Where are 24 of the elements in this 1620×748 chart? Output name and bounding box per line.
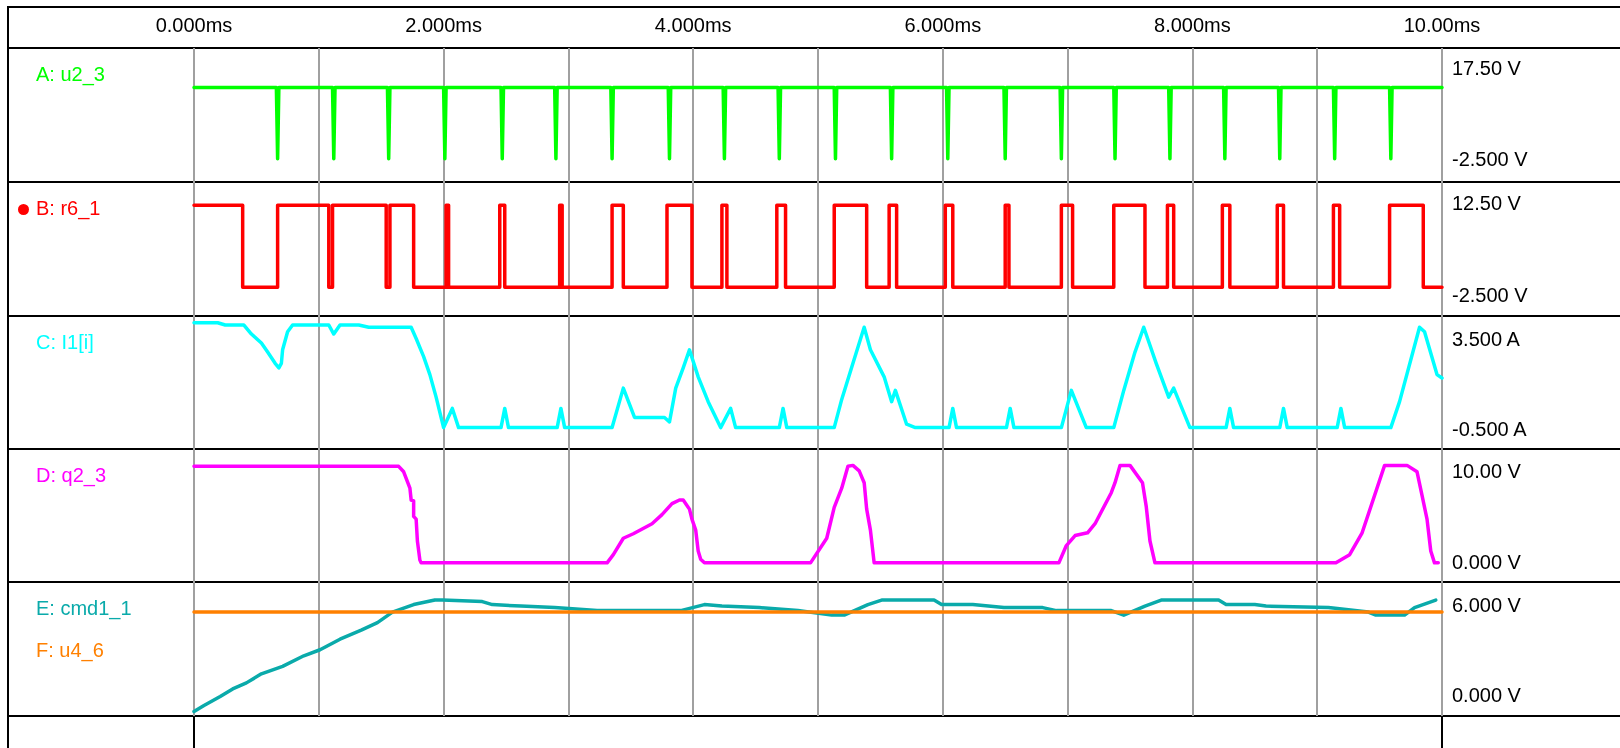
text: C: I1[i]: [36, 331, 94, 353]
x-tick-label: 6.000ms: [904, 14, 982, 36]
y-tick-label: -0.500 A: [1452, 417, 1528, 440]
y-tick-label: 0.000 V: [1452, 550, 1522, 573]
text: F: u4_6: [36, 639, 104, 662]
y-tick-label: 3.500 A: [1452, 327, 1521, 350]
x-tick-label: 2.000ms: [405, 14, 482, 36]
y-tick-label: 17.50 V: [1452, 57, 1522, 80]
y-tick-label: -2.500 V: [1452, 148, 1529, 171]
text: A: u2_3: [36, 63, 105, 86]
x-tick-label: 10.00ms: [1403, 14, 1481, 36]
text: D: q2_3: [36, 464, 107, 487]
y-tick-label: 6.000 V: [1452, 593, 1522, 616]
y-tick-label: 12.50 V: [1452, 192, 1522, 215]
line-series: [192, 321, 1444, 430]
x-tick-label: 0.000ms: [155, 14, 233, 36]
line-series: [192, 463, 1441, 565]
text: E: cmd1_1: [36, 597, 132, 620]
x-tick-label: 8.000ms: [1154, 14, 1231, 36]
x-tick-label: 4.000ms: [654, 14, 732, 36]
legend-label: B: r6_1: [36, 197, 101, 220]
y-tick-label: 0.000 V: [1452, 683, 1522, 706]
y-tick-label: -2.500 V: [1452, 283, 1529, 306]
y-tick-label: 10.00 V: [1452, 459, 1522, 482]
